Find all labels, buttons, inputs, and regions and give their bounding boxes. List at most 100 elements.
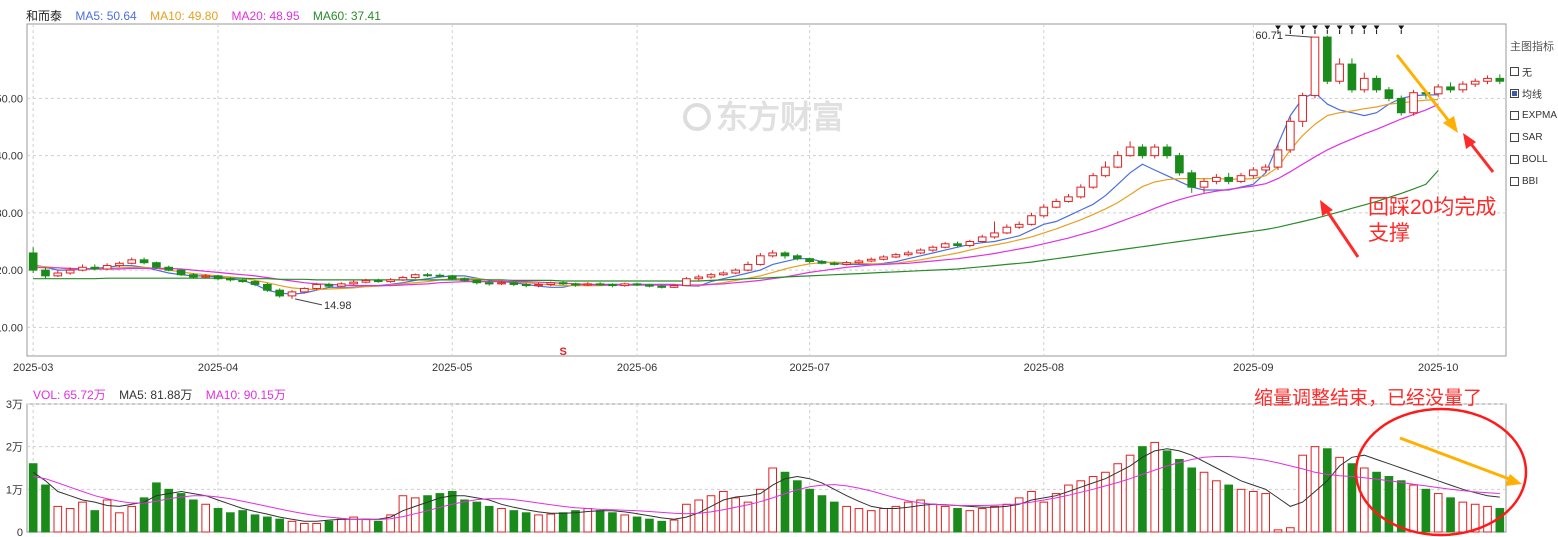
high-price-label: 60.71: [1255, 30, 1283, 42]
candle: [1088, 172, 1098, 189]
checkbox-icon[interactable]: [1510, 66, 1519, 76]
candle: [595, 282, 605, 286]
candle: [435, 273, 445, 278]
candle-body: [1187, 172, 1197, 188]
volume-bar: [336, 518, 346, 533]
checkbox-icon[interactable]: [1510, 132, 1519, 142]
candle: [78, 264, 87, 272]
candle-body: [1359, 77, 1369, 91]
candle: [669, 284, 679, 288]
volume-bar: [571, 510, 580, 533]
volume-bar: [28, 463, 38, 533]
indicator-option-none[interactable]: 无: [1510, 60, 1558, 82]
volume-bar: [41, 484, 50, 533]
candle-body: [226, 278, 235, 281]
volume-bar: [706, 495, 716, 533]
volume-bar: [460, 499, 469, 533]
indicator-panel-title: 主图指标: [1510, 41, 1554, 53]
candle-body: [1236, 175, 1246, 182]
checkbox-checked-icon[interactable]: [1510, 88, 1519, 98]
checkbox-icon[interactable]: [1510, 176, 1519, 186]
candle-body: [275, 289, 284, 297]
indicator-option-bbi[interactable]: BBI: [1510, 170, 1558, 192]
candle-body: [435, 274, 445, 277]
volume-bar: [373, 520, 383, 533]
candle-body: [1224, 176, 1234, 182]
checkbox-icon[interactable]: [1510, 110, 1519, 120]
volume-bar: [189, 499, 198, 533]
candle: [386, 278, 395, 283]
volume-bar: [324, 520, 334, 533]
date-tick-label: 2025-05: [432, 362, 472, 374]
volume-bar: [1322, 448, 1332, 533]
candle: [534, 282, 543, 288]
candle: [250, 280, 260, 287]
volume-bar: [534, 514, 543, 533]
candle: [53, 270, 63, 278]
indicator-label: BOLL: [1522, 153, 1548, 165]
candle: [484, 281, 494, 286]
checkbox-icon[interactable]: [1510, 154, 1519, 164]
candle-body: [1138, 146, 1147, 157]
candle: [842, 260, 851, 266]
candle-body: [817, 261, 827, 264]
legend-ma20: MA20: 48.95: [231, 9, 300, 23]
candle-body: [472, 279, 482, 284]
volume-bar: [916, 499, 925, 533]
volume-bar: [595, 510, 605, 533]
volume-bar: [90, 510, 100, 533]
candle: [238, 278, 248, 283]
volume-bar: [102, 499, 112, 533]
candle-body: [1175, 155, 1184, 174]
legend-ma10: MA10: 49.80: [150, 9, 219, 23]
candle: [743, 261, 753, 272]
candle: [1322, 35, 1332, 85]
volume-bar: [1014, 497, 1024, 533]
red-arrowhead-2-icon: [1463, 133, 1476, 149]
volume-bar: [805, 488, 814, 533]
candle-body: [1113, 155, 1123, 168]
indicator-option-ma[interactable]: 均线: [1510, 82, 1558, 104]
candle-body: [928, 246, 938, 251]
volume-bar: [53, 505, 63, 533]
yellow-arrowhead-volume-icon: [1505, 474, 1522, 486]
volume-bar: [1101, 471, 1110, 533]
volume-bar: [435, 493, 445, 533]
candle-body: [1483, 77, 1492, 82]
candle: [275, 288, 284, 298]
candle-body: [1076, 186, 1086, 198]
volume-bar: [299, 522, 309, 533]
candle-body: [28, 252, 38, 271]
volume-bar: [287, 520, 297, 533]
candle: [940, 242, 950, 249]
candle-body: [250, 281, 260, 285]
candle-body: [423, 274, 432, 277]
volume-tick-label: 2万: [6, 442, 23, 454]
candle-body: [940, 243, 950, 248]
candle: [1187, 169, 1197, 193]
candle-body: [287, 291, 297, 297]
volume-bar: [977, 508, 987, 533]
candle-body: [238, 279, 248, 283]
volume-bar: [1396, 480, 1406, 533]
indicator-option-sar[interactable]: SAR: [1510, 126, 1558, 148]
candle: [1027, 212, 1036, 226]
legend-vol-ma5: MA5: 81.88万: [119, 388, 193, 402]
volume-bar: [1347, 463, 1357, 533]
candle-body: [90, 266, 100, 270]
candle-body: [410, 274, 420, 279]
candle-body: [1446, 86, 1455, 91]
red-arrow-ma20-support-2: [1466, 139, 1495, 173]
date-tick-label: 2025-06: [617, 362, 657, 374]
volume-bar: [903, 501, 913, 533]
candle: [1409, 89, 1418, 116]
candle-body: [719, 272, 728, 276]
candle: [1175, 152, 1184, 176]
candle-body: [1162, 146, 1172, 157]
indicator-option-expma[interactable]: EXPMA: [1510, 104, 1558, 126]
candle-body: [1261, 166, 1270, 171]
indicator-option-boll[interactable]: BOLL: [1510, 148, 1558, 170]
volume-bar: [1261, 493, 1270, 533]
candle: [226, 277, 235, 282]
